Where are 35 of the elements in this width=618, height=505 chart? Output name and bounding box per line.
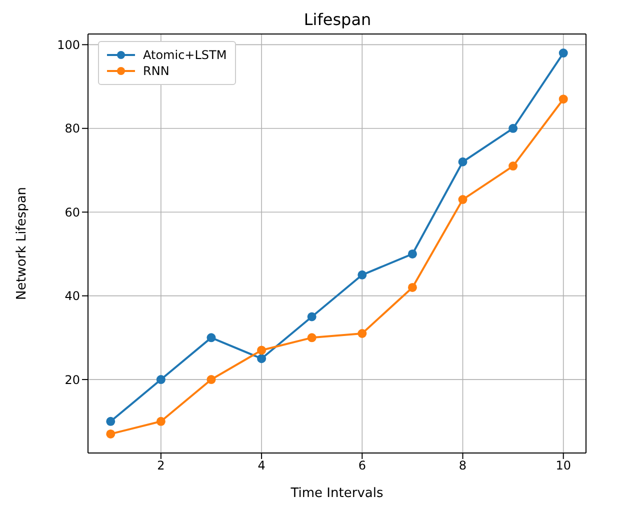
point xyxy=(206,375,216,384)
point xyxy=(106,416,116,426)
y-tick-label: 60 xyxy=(64,205,80,220)
point xyxy=(257,354,266,364)
point xyxy=(508,124,518,133)
point xyxy=(156,416,166,426)
x-tick-label: 2 xyxy=(157,458,165,473)
point xyxy=(156,375,166,384)
point xyxy=(358,270,367,280)
y-axis-title: Network Lifespan xyxy=(14,186,30,300)
point xyxy=(558,94,568,104)
x-tick-label: 6 xyxy=(358,458,366,473)
point xyxy=(358,328,367,338)
chart-title: Lifespan xyxy=(302,10,372,29)
point xyxy=(558,48,568,58)
point xyxy=(106,429,116,438)
point xyxy=(458,195,468,204)
point xyxy=(508,162,518,171)
x-tick-label: 4 xyxy=(258,458,266,473)
x-tick-label: 8 xyxy=(458,458,467,473)
point xyxy=(257,346,266,355)
y-tick-label: 20 xyxy=(64,372,80,387)
y-tick-label: 40 xyxy=(64,289,80,304)
point xyxy=(408,282,417,292)
x-tick-label: 10 xyxy=(556,458,572,473)
point xyxy=(307,333,316,342)
y-tick-label: 100 xyxy=(57,38,80,52)
legend-label: RNN xyxy=(143,64,170,78)
point xyxy=(458,157,468,166)
y-tick-label: 80 xyxy=(64,122,80,136)
point xyxy=(206,333,216,342)
legend-label: Atomic+LSTM xyxy=(143,48,227,62)
point xyxy=(408,249,417,258)
x-axis-title: Time Intervals xyxy=(290,486,384,501)
point xyxy=(307,312,316,322)
